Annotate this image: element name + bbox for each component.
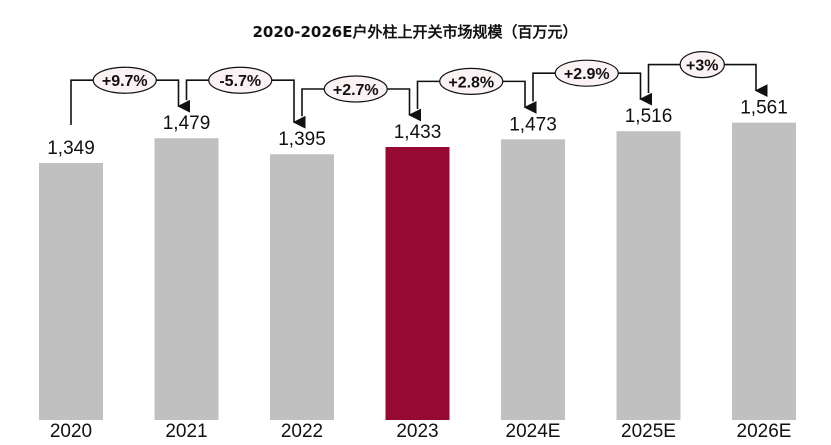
x-tick-labels-group: 2020 2021 2022 2023 2024E 2025E 2026E [50, 421, 792, 442]
bar-2026e [732, 122, 796, 420]
x-tick-2021: 2021 [165, 421, 207, 442]
x-tick-2024e: 2024E [506, 421, 561, 442]
growth-label: -5.7% [219, 73, 261, 90]
x-tick-2022: 2022 [281, 421, 323, 442]
growth-bubble [554, 59, 619, 87]
x-tick-2026e: 2026E [737, 421, 792, 442]
value-label-2025e: 1,516 [625, 106, 673, 127]
bar-2022 [270, 154, 334, 421]
growth-annotations-group: +9.7% -5.7% +2.7% +2.8% +2.9% +3% [70, 51, 768, 129]
growth-bubble [92, 66, 157, 94]
value-labels-group: 1,349 1,479 1,395 1,433 1,473 1,516 1,561 [47, 98, 788, 159]
bar-2025e [616, 131, 681, 421]
growth-bubble [439, 67, 504, 95]
growth-bubble [208, 66, 273, 94]
x-tick-2023: 2023 [396, 421, 438, 442]
value-label-2023: 1,433 [394, 122, 442, 143]
x-tick-2025e: 2025E [621, 421, 676, 442]
bar-2020 [39, 163, 103, 420]
growth-label: +9.7% [102, 73, 148, 90]
value-label-2021: 1,479 [163, 113, 211, 134]
growth-bubble [323, 75, 388, 103]
bars-group [39, 122, 796, 421]
growth-bubble [679, 51, 725, 79]
x-tick-2020: 2020 [50, 421, 92, 442]
chart-title: 2020-2026E户外柱上开关市场规模（百万元） [253, 23, 578, 41]
value-label-2026e: 1,561 [740, 98, 788, 119]
growth-label: +2.8% [448, 74, 494, 91]
value-label-2024e: 1,473 [509, 114, 557, 135]
bar-2023 [385, 146, 450, 420]
value-label-2022: 1,395 [278, 129, 326, 150]
growth-label: +3% [686, 58, 718, 75]
growth-label: +2.7% [333, 82, 379, 99]
bar-2021 [154, 138, 219, 420]
value-label-2020: 1,349 [47, 138, 95, 159]
growth-label: +2.9% [564, 66, 610, 83]
bar-2024e [501, 139, 565, 420]
